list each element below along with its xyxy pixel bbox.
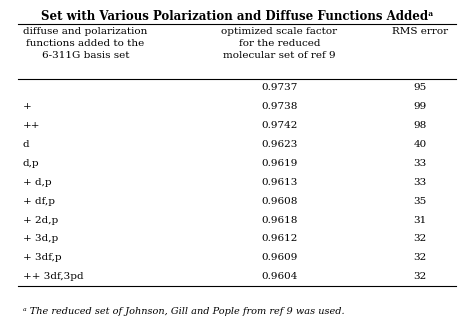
Text: 33: 33 — [413, 159, 427, 168]
Text: ᵃ The reduced set of Johnson, Gill and Pople from ref 9 was used.: ᵃ The reduced set of Johnson, Gill and P… — [23, 307, 345, 316]
Text: 40: 40 — [413, 140, 427, 149]
Text: 32: 32 — [413, 253, 427, 262]
Text: 32: 32 — [413, 272, 427, 281]
Text: + 3d,p: + 3d,p — [23, 234, 58, 243]
Text: 0.9604: 0.9604 — [261, 272, 298, 281]
Text: + df,p: + df,p — [23, 197, 55, 206]
Text: 0.9618: 0.9618 — [261, 216, 298, 224]
Text: 33: 33 — [413, 178, 427, 187]
Text: 0.9608: 0.9608 — [261, 197, 298, 206]
Text: RMS error: RMS error — [392, 27, 448, 36]
Text: 95: 95 — [413, 83, 427, 92]
Text: 0.9623: 0.9623 — [261, 140, 298, 149]
Text: Set with Various Polarization and Diffuse Functions Addedᵃ: Set with Various Polarization and Diffus… — [41, 10, 433, 23]
Text: + 2d,p: + 2d,p — [23, 216, 58, 224]
Text: ++: ++ — [23, 121, 40, 130]
Text: diffuse and polarization
functions added to the
6-311G basis set: diffuse and polarization functions added… — [23, 27, 147, 59]
Text: optimized scale factor
for the reduced
molecular set of ref 9: optimized scale factor for the reduced m… — [221, 27, 337, 59]
Text: 99: 99 — [413, 102, 427, 111]
Text: 0.9612: 0.9612 — [261, 234, 298, 243]
Text: 32: 32 — [413, 234, 427, 243]
Text: 0.9619: 0.9619 — [261, 159, 298, 168]
Text: 0.9613: 0.9613 — [261, 178, 298, 187]
Text: +: + — [23, 102, 32, 111]
Text: 0.9738: 0.9738 — [261, 102, 298, 111]
Text: + 3df,p: + 3df,p — [23, 253, 62, 262]
Text: 0.9609: 0.9609 — [261, 253, 298, 262]
Text: 31: 31 — [413, 216, 427, 224]
Text: 98: 98 — [413, 121, 427, 130]
Text: 35: 35 — [413, 197, 427, 206]
Text: d: d — [23, 140, 29, 149]
Text: d,p: d,p — [23, 159, 39, 168]
Text: + d,p: + d,p — [23, 178, 52, 187]
Text: 0.9737: 0.9737 — [261, 83, 298, 92]
Text: ++ 3df,3pd: ++ 3df,3pd — [23, 272, 83, 281]
Text: 0.9742: 0.9742 — [261, 121, 298, 130]
